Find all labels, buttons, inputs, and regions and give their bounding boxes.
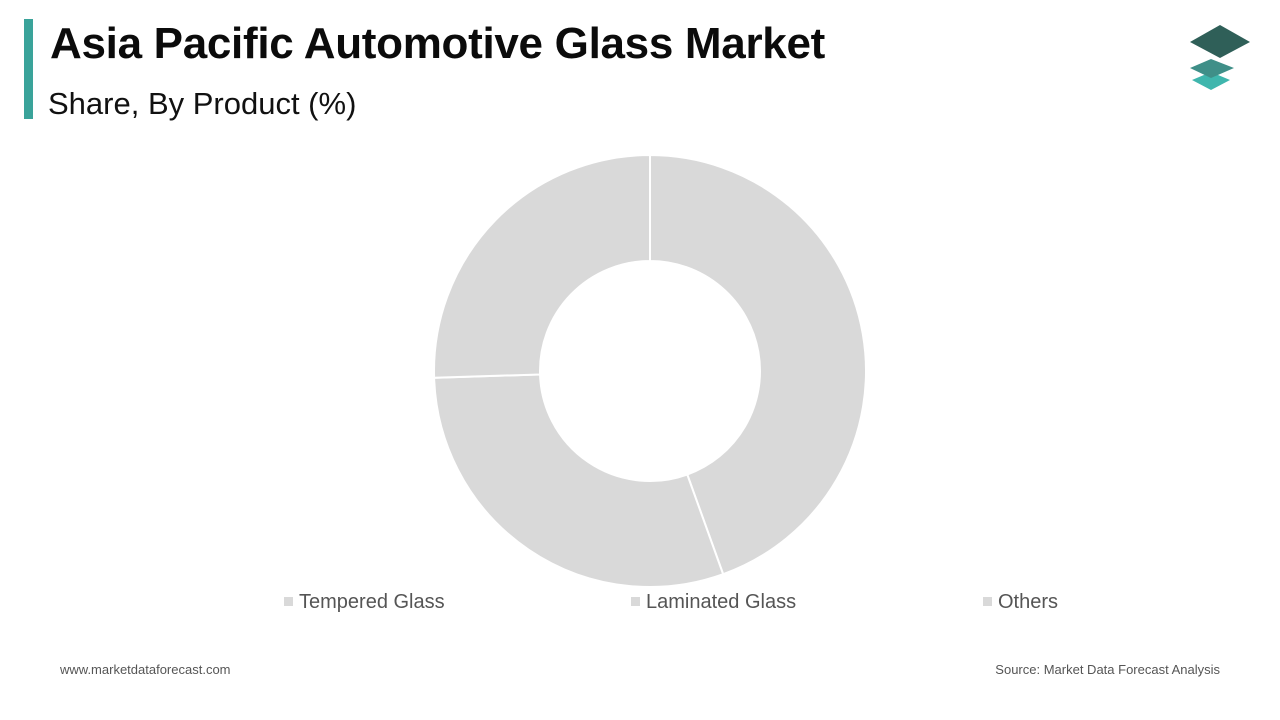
- legend-label-tempered-glass: Tempered Glass: [299, 591, 445, 613]
- donut-slice-others: [433, 153, 651, 379]
- legend-label-laminated-glass: Laminated Glass: [646, 591, 796, 613]
- chart-subtitle: Share, By Product (%): [48, 86, 357, 121]
- legend-marker-laminated-glass: [631, 597, 640, 606]
- title-accent-bar: [24, 19, 33, 119]
- stacked-layers-logo-icon: [1190, 25, 1250, 90]
- legend-marker-others: [983, 597, 992, 606]
- donut-slices: [433, 153, 867, 588]
- legend-marker-tempered-glass: [284, 597, 293, 606]
- website-link[interactable]: www.marketdataforecast.com: [60, 662, 231, 677]
- chart-title: Asia Pacific Automotive Glass Market: [50, 19, 825, 68]
- donut-slice-laminated-glass: [433, 373, 725, 588]
- source-note: Source: Market Data Forecast Analysis: [995, 662, 1220, 677]
- donut-slice-tempered-glass: [649, 153, 867, 576]
- chart-legend: Tempered Glass Laminated Glass Others: [284, 591, 1058, 613]
- legend-label-others: Others: [998, 591, 1058, 613]
